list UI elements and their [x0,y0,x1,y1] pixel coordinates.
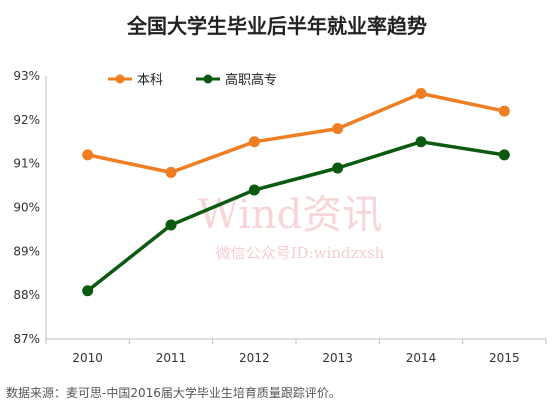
series-1-point [165,166,177,178]
x-tick-label: 2012 [239,351,270,365]
series-line-1 [85,91,507,175]
y-tick-label: 92% [13,113,40,127]
y-tick-label: 88% [13,288,40,302]
x-tick-label: 2011 [156,351,187,365]
x-axis-ticks: 2010 2011 2012 2013 2014 2015 [45,339,547,365]
chart-title: 全国大学生毕业后半年就业率趋势 [126,14,427,38]
series-1-point [498,105,510,117]
y-tick-label: 93% [13,69,40,83]
watermark-brand: Wind资讯 [198,192,383,238]
data-source-note: 数据来源：麦可思-中国2016届大学毕业生培育质量跟踪评价。 [6,386,341,400]
series-2-point [248,184,260,196]
series-group [82,88,510,297]
legend-label-series1: 本科 [137,73,163,88]
series-1-point [82,149,94,161]
y-tick-label: 87% [13,332,40,346]
series-2-point [415,136,427,148]
legend-item-series2: 高职高专 [196,72,277,88]
x-tick-label: 2013 [322,351,353,365]
legend-item-series1: 本科 [108,73,163,88]
y-tick-label: 89% [13,244,40,258]
series-2-point [165,219,177,231]
legend-label-series2: 高职高专 [225,72,277,88]
legend-marker-series1 [115,74,125,84]
y-tick-label: 90% [13,201,40,215]
legend: 本科 高职高专 [108,72,277,88]
legend-marker-series2 [203,74,213,84]
x-tick-label: 2010 [72,351,103,365]
series-1-point [415,88,427,100]
series-2-point [498,149,510,161]
x-tick-label: 2015 [489,351,520,365]
series-2-point [332,162,344,174]
y-tick-label: 91% [13,157,40,171]
watermark-handle: 微信公众号ID:windzxsh [216,244,385,262]
series-1-point [332,123,344,135]
series-1-point [248,136,260,148]
x-tick-label: 2014 [406,351,437,365]
series-2-point [82,285,94,297]
series-line-2 [85,140,507,293]
y-axis-ticks: 87% 88% 89% 90% 91% 92% 93% [13,69,40,346]
